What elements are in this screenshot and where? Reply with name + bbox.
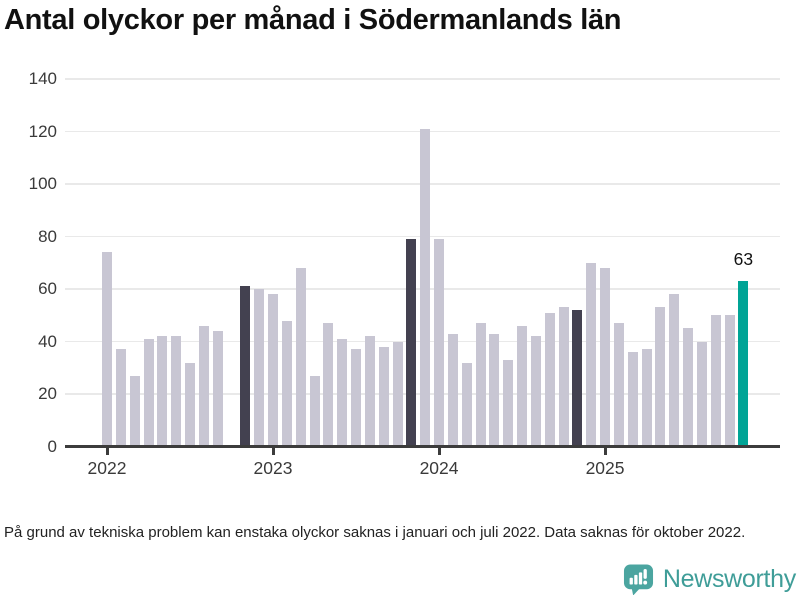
bar-2022-01 — [102, 252, 112, 447]
bar-2025-07 — [683, 328, 694, 447]
gridline-y140 — [65, 78, 780, 80]
bar-2025-05 — [655, 307, 666, 447]
bar-2022-05 — [157, 336, 168, 447]
bar-2024-01 — [434, 239, 445, 447]
y-tick-label-140: 140 — [28, 69, 57, 88]
brand-name: Newsworthy — [662, 565, 796, 593]
x-axis-line — [65, 445, 780, 448]
y-tick-label-80: 80 — [38, 226, 57, 246]
bar-2023-08 — [364, 336, 375, 447]
y-tick-label-20: 20 — [38, 384, 57, 403]
y-tick-label-0: 0 — [47, 436, 57, 456]
bar-2023-12 — [420, 128, 431, 447]
bar-2024-11 — [572, 310, 583, 447]
bar-2022-09 — [212, 331, 223, 447]
bar-2023-06 — [337, 338, 348, 447]
y-tick-label-120: 120 — [28, 121, 57, 141]
bar-2024-08 — [530, 336, 541, 447]
bar-2022-11 — [240, 286, 251, 447]
x-tick-label-2025: 2025 — [585, 457, 625, 478]
current-bar-value-label: 63 — [733, 249, 754, 270]
brand-lockup: Newsworthy — [623, 564, 796, 595]
bar-2025-03 — [627, 352, 638, 447]
footnote: På grund av tekniska problem kan enstaka… — [4, 524, 746, 541]
bar-2025-02 — [613, 323, 624, 447]
bar-2022-12 — [254, 289, 265, 447]
bar-2023-05 — [323, 323, 334, 447]
bar-2023-11 — [406, 239, 417, 447]
bar-2024-03 — [461, 362, 472, 447]
x-tick-label-2023: 2023 — [253, 457, 293, 478]
bar-2023-03 — [295, 268, 306, 447]
bar-2025-04 — [641, 349, 652, 447]
bar-2025-11 — [738, 281, 749, 447]
bar-2024-07 — [517, 325, 528, 447]
x-tick-2025 — [603, 447, 607, 455]
newsworthy-logo-icon — [623, 564, 654, 595]
bar-2022-07 — [185, 362, 195, 447]
bar-2024-04 — [475, 323, 486, 447]
bar-2024-10 — [558, 307, 569, 447]
bar-2024-05 — [489, 333, 500, 447]
bar-2025-10 — [724, 315, 735, 447]
bar-2023-09 — [378, 346, 389, 447]
bar-2024-06 — [503, 359, 514, 447]
x-tick-2023 — [271, 447, 275, 455]
bar-2023-04 — [309, 375, 320, 447]
bar-2024-09 — [544, 312, 555, 447]
y-tick-label-100: 100 — [28, 174, 57, 193]
bar-2025-01 — [600, 268, 611, 447]
bar-2025-09 — [710, 315, 721, 447]
bar-2025-08 — [696, 341, 707, 447]
bar-2022-06 — [171, 336, 182, 447]
bar-2023-10 — [392, 341, 403, 447]
x-tick-2024 — [437, 447, 441, 455]
x-tick-label-2024: 2024 — [419, 457, 459, 478]
x-tick-label-2022: 2022 — [87, 457, 127, 478]
bar-2024-02 — [447, 333, 458, 447]
bar-2022-03 — [129, 375, 140, 447]
bar-2022-08 — [198, 325, 209, 447]
x-tick-2022 — [105, 447, 109, 455]
bar-2022-04 — [143, 338, 154, 447]
bar-2024-12 — [586, 262, 597, 447]
bar-2023-01 — [268, 294, 279, 447]
y-tick-label-40: 40 — [38, 331, 57, 351]
plot-area: 0 20 40 60 80 100 120 140 63 2022 2023 2024 2025 — [29, 69, 780, 478]
chart-title: Antal olyckor per månad i Södermanlands … — [4, 4, 622, 36]
bar-2022-02 — [115, 349, 126, 447]
bar-2023-07 — [351, 349, 362, 447]
bar-2025-06 — [669, 294, 680, 447]
bar-2023-02 — [281, 320, 292, 447]
y-tick-label-60: 60 — [38, 279, 57, 298]
